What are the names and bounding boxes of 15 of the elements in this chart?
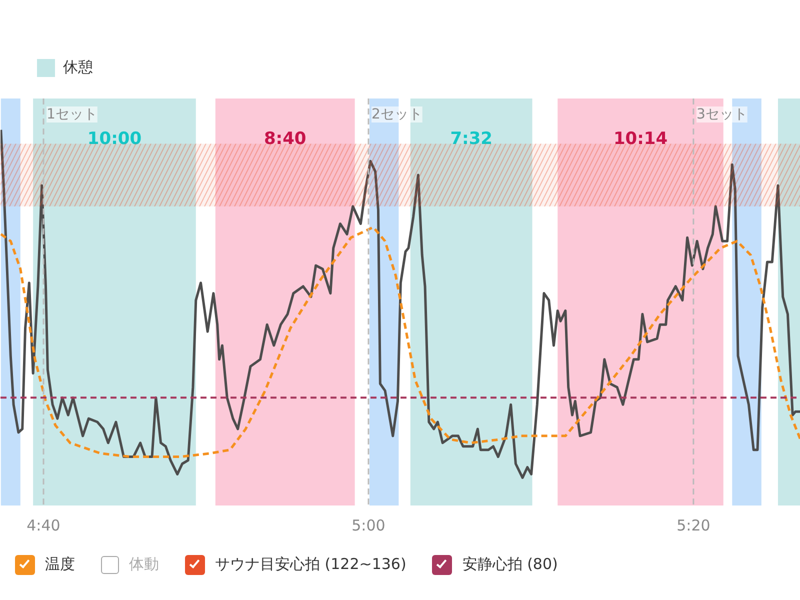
text: 体動 [129,555,159,574]
text: 休憩 [63,58,93,76]
legend-label: 安静心拍 (80) [462,555,558,574]
band-label: 8:40 [264,129,306,150]
band-label: 10:00 [87,129,142,150]
ref-line-label: 1セット [46,106,98,122]
legend-label: 温度 [45,555,75,574]
x-tick-label: 5:20 [676,516,710,534]
band-label: 10:14 [613,129,668,150]
x-tick-label: 4:40 [26,516,60,534]
ref-line-label: 3セット [696,106,748,122]
legend-label: サウナ目安心拍 (122~136) [215,555,406,574]
band-label: 7:32 [450,129,492,150]
ref-line-label: 2セット [371,106,422,122]
x-tick-label: 5:00 [352,516,386,534]
